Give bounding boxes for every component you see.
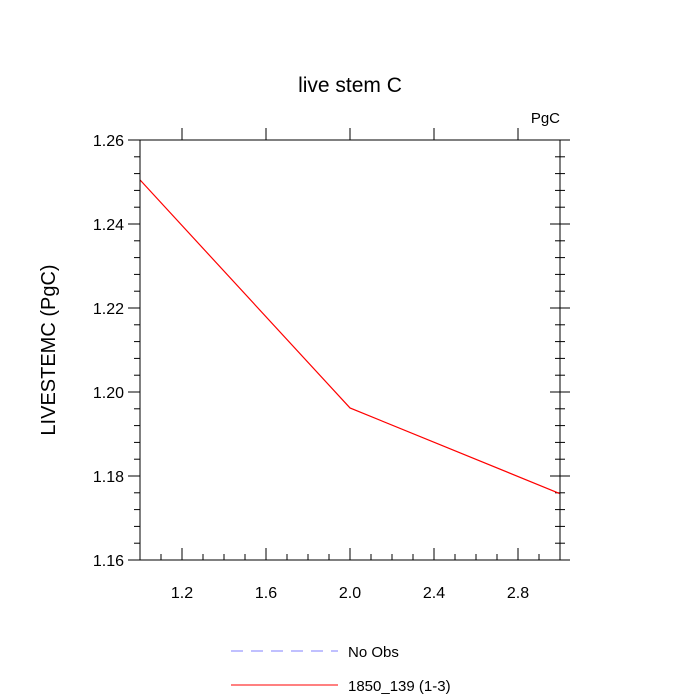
y-tick-label: 1.18 — [93, 469, 124, 486]
axis-tick-labels: 1.2 1.6 2.0 2.4 2.8 1.16 1.18 1.20 1.22 1.24 1.26 — [93, 133, 529, 602]
series-line — [139, 179, 561, 495]
x-tick-label: 1.2 — [171, 585, 193, 602]
x-tick-label: 2.8 — [507, 585, 529, 602]
plot-frame — [139, 139, 561, 561]
x-tick-label: 2.0 — [339, 585, 361, 602]
axis-ticks — [128, 128, 570, 561]
data-series — [139, 179, 561, 495]
x-tick-label: 2.4 — [423, 585, 445, 602]
legend-label: No Obs — [348, 644, 399, 661]
y-tick-label: 1.16 — [93, 553, 124, 570]
legend-label: 1850_139 (1-3) — [348, 678, 451, 695]
y-axis-label: LIVESTEMC (PgC) — [38, 264, 60, 435]
x-tick-label: 1.6 — [255, 585, 277, 602]
units-label: PgC — [531, 110, 560, 127]
legend: No Obs 1850_139 (1-3) — [231, 644, 451, 695]
y-tick-label: 1.26 — [93, 133, 124, 150]
y-tick-label: 1.24 — [93, 217, 124, 234]
chart-title: live stem C — [298, 74, 402, 97]
y-tick-label: 1.22 — [93, 301, 124, 318]
y-tick-label: 1.20 — [93, 385, 124, 402]
